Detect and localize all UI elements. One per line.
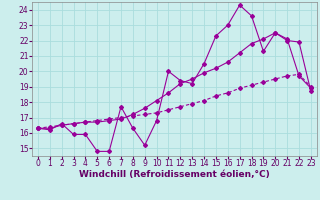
X-axis label: Windchill (Refroidissement éolien,°C): Windchill (Refroidissement éolien,°C) (79, 170, 270, 179)
